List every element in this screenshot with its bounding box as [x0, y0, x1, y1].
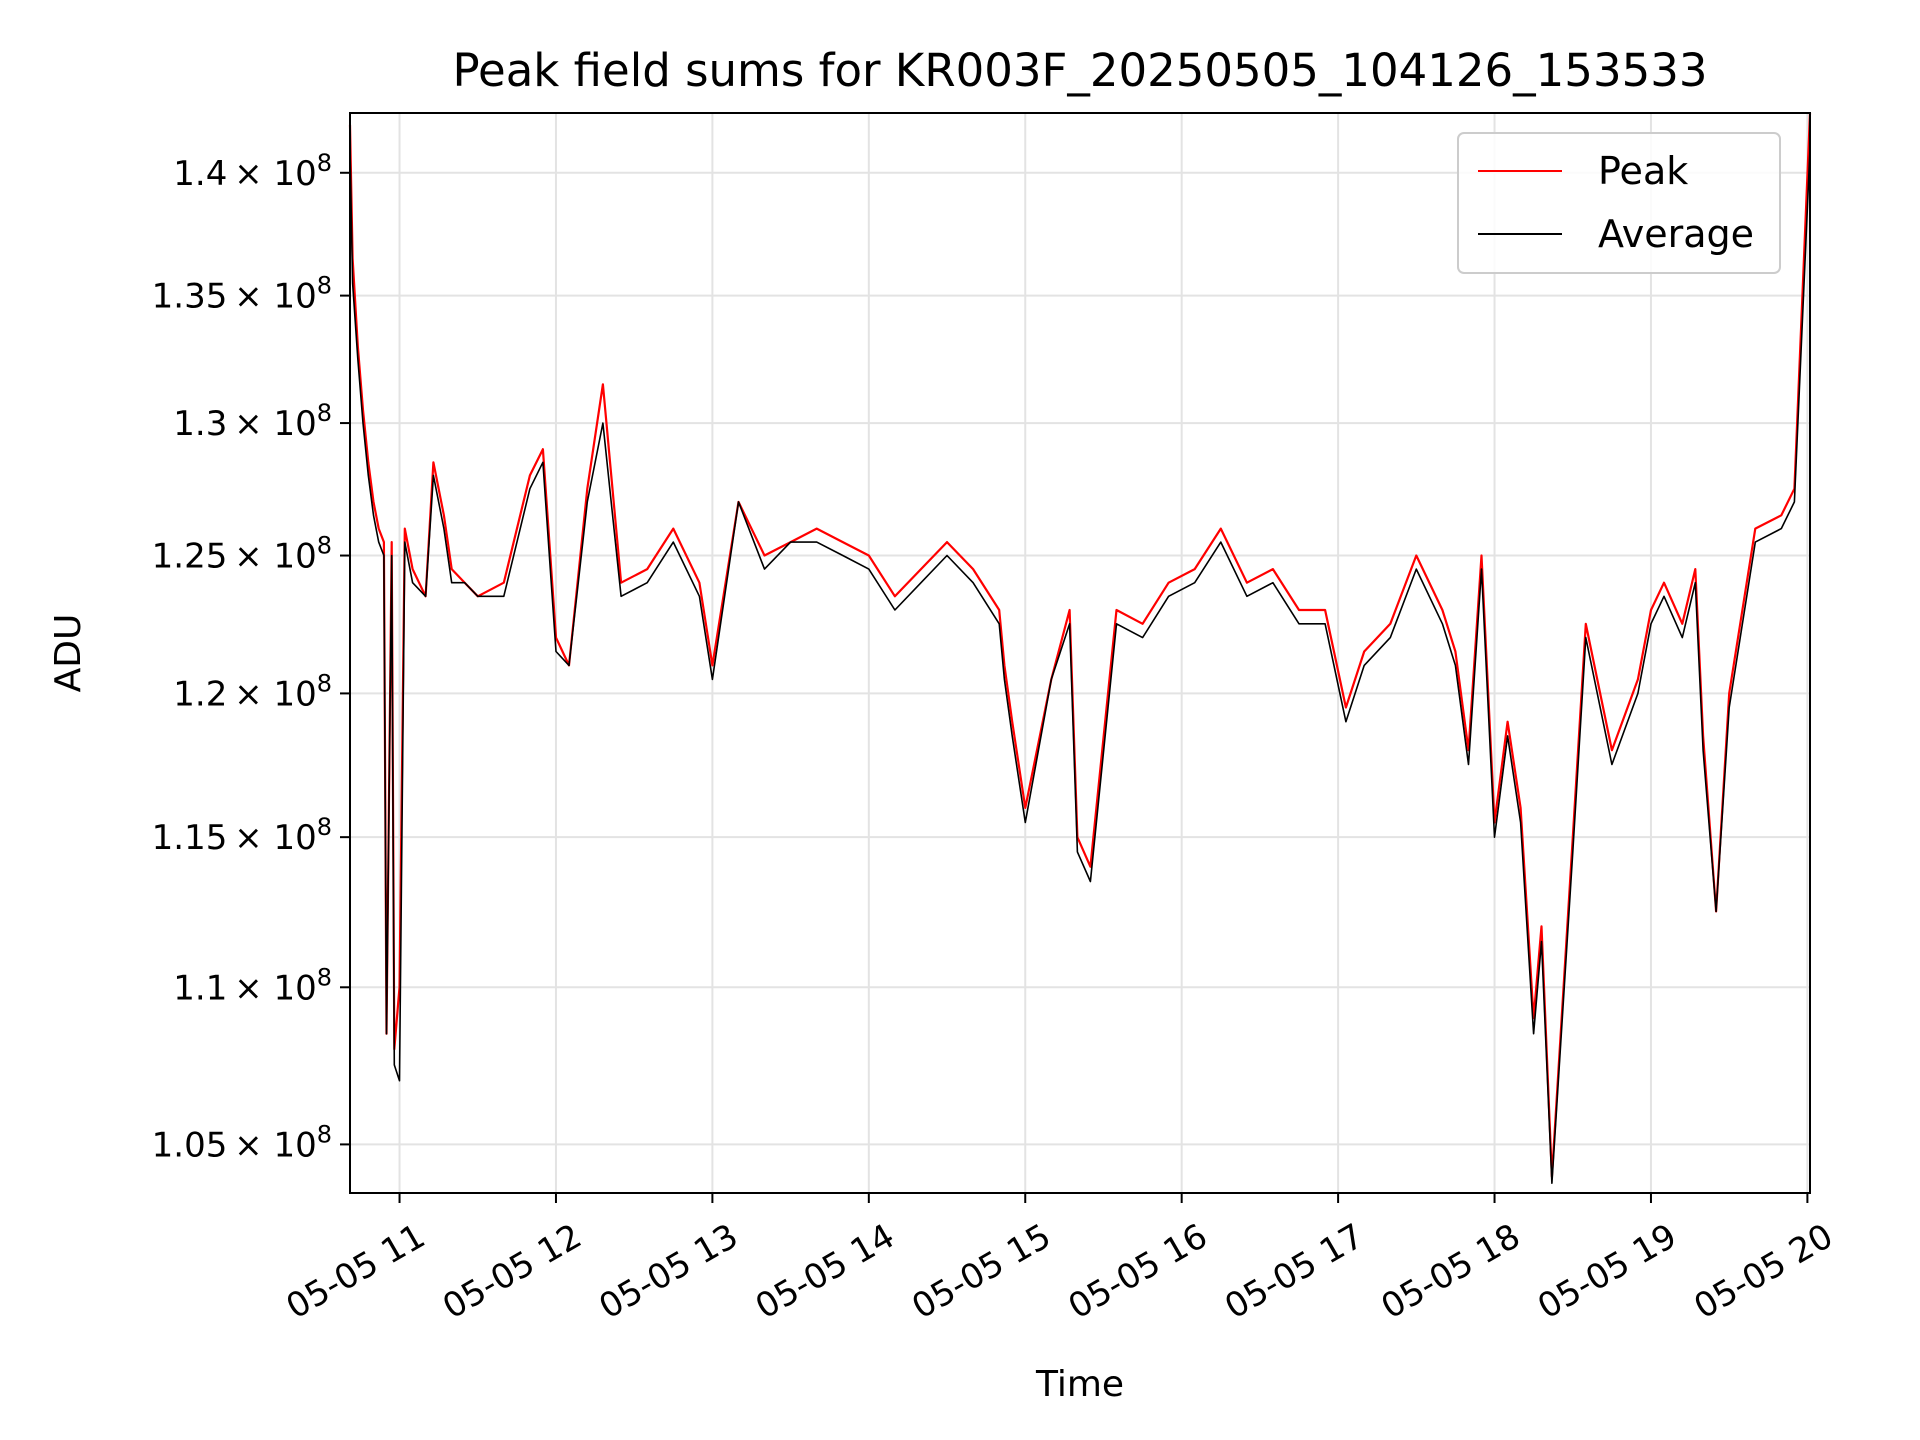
series-line-average	[349, 148, 1811, 1184]
y-tick-label: 1.35 × 108	[152, 272, 332, 317]
legend-box	[1457, 132, 1781, 274]
legend: Peak Average	[1457, 132, 1781, 274]
y-axis-label: ADU	[48, 614, 89, 693]
chart-title: Peak field sums for KR003F_20250505_1041…	[453, 44, 1708, 97]
y-tick-label: 1.05 × 108	[152, 1120, 332, 1165]
y-tick-label: 1.25 × 108	[152, 532, 332, 577]
y-tick-label: 1.15 × 108	[152, 813, 332, 858]
y-axis: 1.05 × 108 1.1 × 108 1.15 × 108 1.2 × 108 1.…	[152, 149, 350, 1165]
y-tick-label: 1.1 × 108	[173, 963, 332, 1008]
legend-label: Average	[1598, 212, 1754, 256]
y-tick-label: 1.2 × 108	[173, 669, 332, 714]
grid	[350, 113, 1810, 1193]
series-layer	[348, 112, 1812, 1184]
legend-label: Peak	[1598, 149, 1688, 193]
x-axis-label: Time	[1035, 1364, 1124, 1405]
y-tick-label: 1.4 × 108	[173, 149, 332, 194]
y-tick-label: 1.3 × 108	[173, 399, 332, 444]
plot-frame	[349, 112, 1811, 1194]
